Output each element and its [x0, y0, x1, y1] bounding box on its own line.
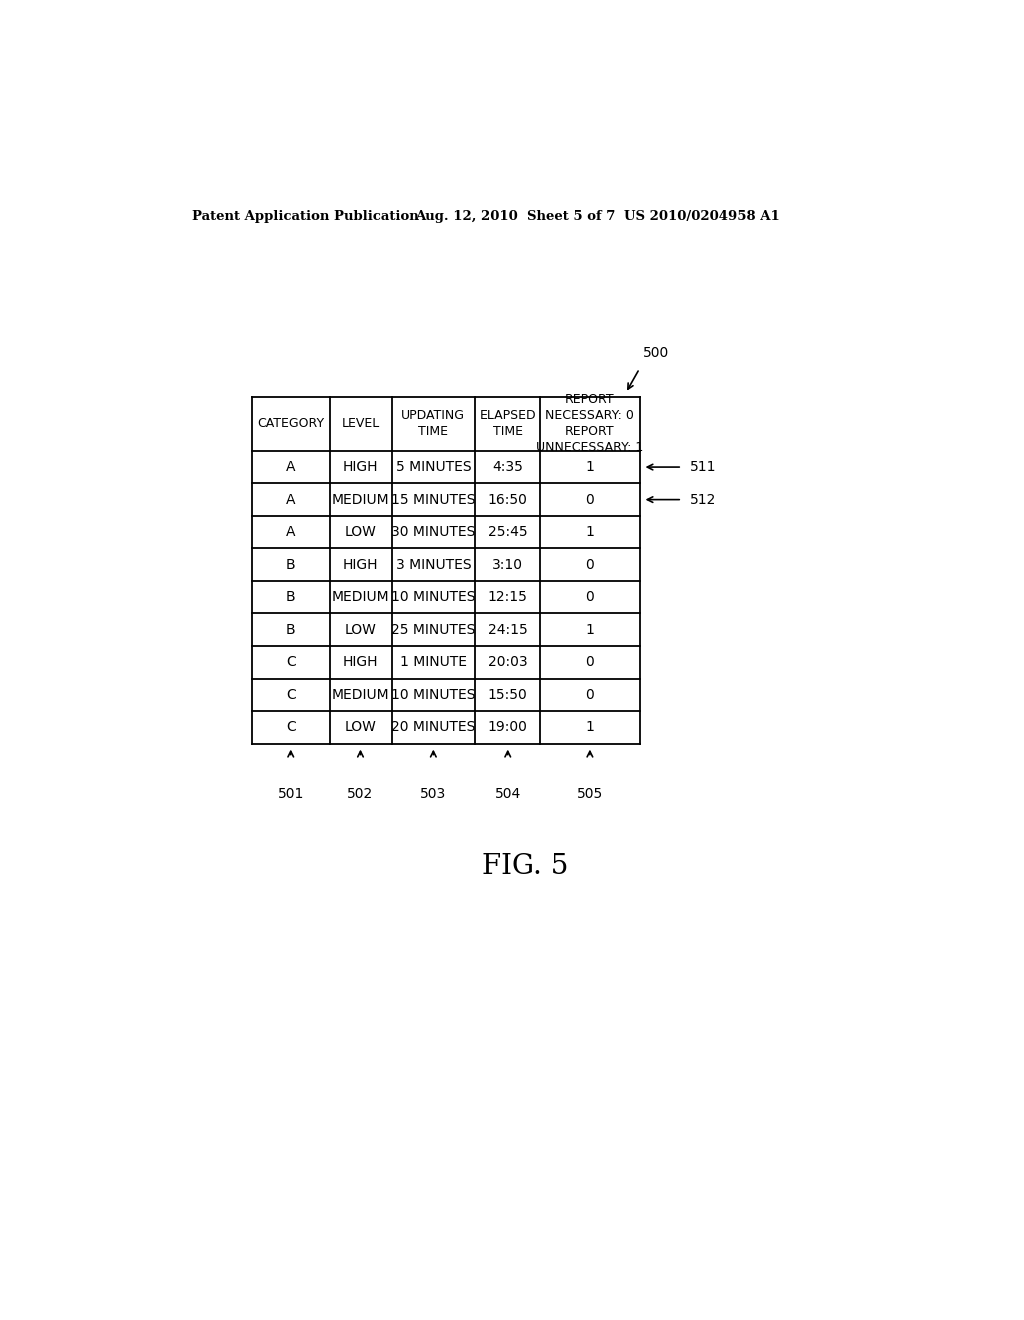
Text: 1: 1 — [586, 721, 594, 734]
Text: A: A — [286, 525, 296, 539]
Text: 25 MINUTES: 25 MINUTES — [391, 623, 475, 636]
Text: 15:50: 15:50 — [487, 688, 527, 702]
Text: 0: 0 — [586, 557, 594, 572]
Text: 15 MINUTES: 15 MINUTES — [391, 492, 475, 507]
Text: A: A — [286, 492, 296, 507]
Text: 19:00: 19:00 — [487, 721, 527, 734]
Text: REPORT
NECESSARY: 0
REPORT
UNNECESSARY: 1: REPORT NECESSARY: 0 REPORT UNNECESSARY: … — [537, 393, 643, 454]
Text: Patent Application Publication: Patent Application Publication — [191, 210, 418, 223]
Text: MEDIUM: MEDIUM — [332, 590, 389, 605]
Text: 0: 0 — [586, 590, 594, 605]
Text: LOW: LOW — [344, 721, 377, 734]
Text: Aug. 12, 2010  Sheet 5 of 7: Aug. 12, 2010 Sheet 5 of 7 — [415, 210, 615, 223]
Text: UPDATING
TIME: UPDATING TIME — [401, 409, 465, 438]
Text: 1: 1 — [586, 525, 594, 539]
Text: MEDIUM: MEDIUM — [332, 492, 389, 507]
Text: 30 MINUTES: 30 MINUTES — [391, 525, 475, 539]
Text: ELAPSED
TIME: ELAPSED TIME — [479, 409, 536, 438]
Text: CATEGORY: CATEGORY — [257, 417, 325, 430]
Text: 0: 0 — [586, 655, 594, 669]
Text: C: C — [286, 688, 296, 702]
Text: 504: 504 — [495, 788, 521, 801]
Text: MEDIUM: MEDIUM — [332, 688, 389, 702]
Text: B: B — [286, 557, 296, 572]
Text: 1: 1 — [586, 461, 594, 474]
Text: 503: 503 — [420, 788, 446, 801]
Text: 3 MINUTES: 3 MINUTES — [395, 557, 471, 572]
Text: LOW: LOW — [344, 623, 377, 636]
Text: 20:03: 20:03 — [488, 655, 527, 669]
Text: 25:45: 25:45 — [488, 525, 527, 539]
Text: 3:10: 3:10 — [493, 557, 523, 572]
Text: HIGH: HIGH — [343, 557, 378, 572]
Text: C: C — [286, 721, 296, 734]
Text: 20 MINUTES: 20 MINUTES — [391, 721, 475, 734]
Text: HIGH: HIGH — [343, 461, 378, 474]
Text: 10 MINUTES: 10 MINUTES — [391, 590, 475, 605]
Text: LEVEL: LEVEL — [341, 417, 380, 430]
Text: 512: 512 — [690, 492, 716, 507]
Text: C: C — [286, 655, 296, 669]
Text: 16:50: 16:50 — [487, 492, 527, 507]
Text: 502: 502 — [347, 788, 374, 801]
Text: 505: 505 — [577, 788, 603, 801]
Text: 501: 501 — [278, 788, 304, 801]
Text: 511: 511 — [690, 461, 717, 474]
Text: B: B — [286, 590, 296, 605]
Text: 5 MINUTES: 5 MINUTES — [395, 461, 471, 474]
Text: 4:35: 4:35 — [493, 461, 523, 474]
Text: 500: 500 — [643, 346, 670, 360]
Text: US 2010/0204958 A1: US 2010/0204958 A1 — [624, 210, 779, 223]
Text: B: B — [286, 623, 296, 636]
Text: HIGH: HIGH — [343, 655, 378, 669]
Text: 24:15: 24:15 — [487, 623, 527, 636]
Text: 0: 0 — [586, 688, 594, 702]
Text: 0: 0 — [586, 492, 594, 507]
Text: 1: 1 — [586, 623, 594, 636]
Text: 1 MINUTE: 1 MINUTE — [399, 655, 467, 669]
Text: 12:15: 12:15 — [487, 590, 527, 605]
Text: A: A — [286, 461, 296, 474]
Text: LOW: LOW — [344, 525, 377, 539]
Text: FIG. 5: FIG. 5 — [481, 853, 568, 880]
Text: 10 MINUTES: 10 MINUTES — [391, 688, 475, 702]
